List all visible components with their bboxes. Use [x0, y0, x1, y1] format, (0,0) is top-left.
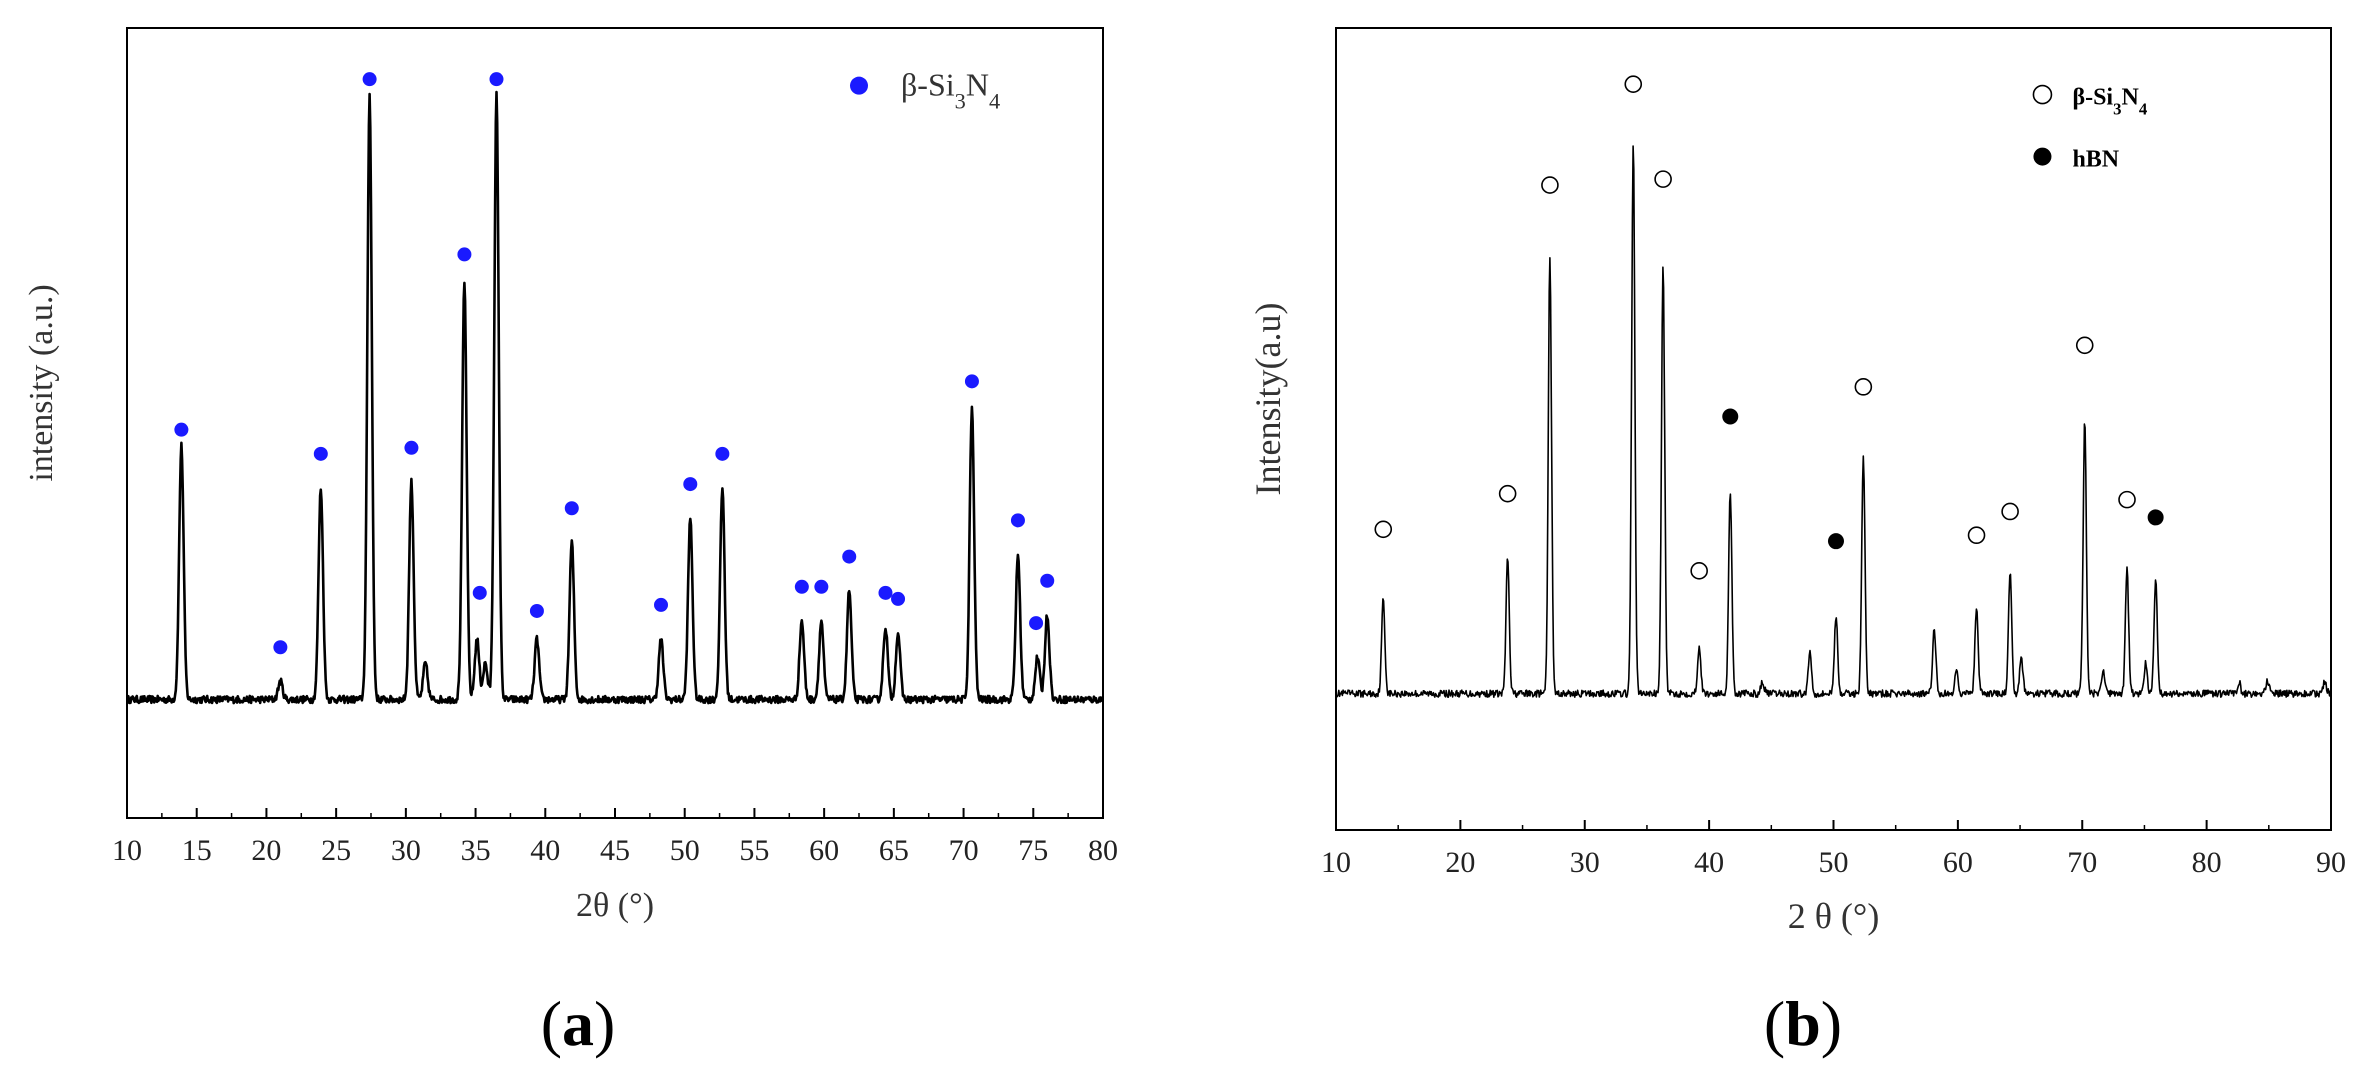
open-circle-marker — [1967, 526, 1986, 545]
filled-circle-marker — [1827, 533, 1844, 550]
legend: β-Si3N4 — [850, 67, 1000, 114]
filled-circle-marker — [564, 501, 579, 516]
phase-markers — [174, 72, 1055, 655]
filled-circle-marker — [1722, 408, 1739, 425]
x-tick-label: 10 — [112, 834, 142, 867]
legend-label: β-Si3N4 — [2072, 85, 2147, 119]
legend-open-circle-icon — [2032, 84, 2053, 105]
x-tick-label: 50 — [670, 834, 700, 867]
phase-markers — [1374, 75, 2164, 580]
open-circle-marker — [1498, 484, 1517, 503]
x-tick-label: 60 — [1943, 846, 1973, 879]
x-tick-label: 70 — [949, 834, 979, 867]
open-circle-marker — [2075, 336, 2094, 355]
filled-circle-marker — [174, 422, 189, 437]
x-tick-label: 40 — [530, 834, 560, 867]
filled-circle-marker — [1010, 513, 1025, 528]
filled-circle-marker — [964, 374, 979, 389]
open-circle-marker — [1624, 75, 1643, 93]
x-tick-label: 75 — [1018, 834, 1048, 867]
x-tick-label: 60 — [809, 834, 839, 867]
filled-circle-marker — [472, 585, 487, 600]
filled-circle-marker — [273, 640, 288, 655]
x-tick-label: 25 — [321, 834, 351, 867]
filled-circle-marker — [313, 446, 328, 461]
open-circle-marker — [1854, 378, 1873, 396]
legend-label: hBN — [2072, 147, 2119, 173]
filled-circle-marker — [362, 72, 377, 87]
x-tick-label: 15 — [182, 834, 212, 867]
x-tick-label: 45 — [600, 834, 630, 867]
filled-circle-marker — [891, 591, 906, 606]
filled-circle-marker — [715, 446, 730, 461]
xrd-pattern-line — [1336, 145, 2331, 699]
legend-filled-circle-icon — [850, 76, 868, 95]
panel-a-chart: 10 15 20 25 30 35 40 45 50 55 60 65 70 75 80 2θ (°) inte… — [23, 27, 1118, 1059]
xrd-pattern-line — [127, 90, 1103, 705]
filled-circle-marker — [878, 585, 893, 600]
x-tick-label: 40 — [1694, 846, 1724, 879]
legend-label: β-Si3N4 — [901, 67, 1000, 114]
filled-circle-marker — [654, 597, 669, 612]
x-tick-label: 20 — [251, 834, 281, 867]
open-circle-marker — [2118, 490, 2136, 509]
x-tick-label: 20 — [1445, 846, 1475, 879]
panel-b-chart: 10 20 30 40 50 60 70 80 90 2 θ (°) Intensity(a.u) β… — [1248, 27, 2346, 1059]
x-axis-title: 2θ (°) — [576, 887, 654, 924]
filled-circle-marker — [842, 549, 857, 564]
open-circle-marker — [1690, 562, 1708, 580]
x-tick-label: 80 — [2192, 846, 2222, 879]
x-tick-label: 35 — [461, 834, 491, 867]
x-tick-label: 70 — [2067, 846, 2097, 879]
y-axis-title: Intensity(a.u) — [1248, 303, 1288, 496]
filled-circle-marker — [814, 579, 829, 594]
filled-circle-marker — [489, 72, 504, 87]
filled-circle-marker — [404, 440, 419, 455]
filled-circle-marker — [457, 247, 472, 262]
x-axis-title: 2 θ (°) — [1788, 896, 1880, 936]
filled-circle-marker — [2147, 509, 2164, 526]
x-tick-label: 90 — [2316, 846, 2346, 879]
filled-circle-marker — [1040, 573, 1055, 588]
open-circle-marker — [2001, 502, 2019, 521]
x-tick-label: 55 — [739, 834, 769, 867]
x-tick-label: 65 — [879, 834, 909, 867]
x-tick-label: 80 — [1088, 834, 1118, 867]
y-axis-title: intensity (a.u.) — [23, 284, 60, 481]
x-tick-label: 50 — [1819, 846, 1849, 879]
panel-label: (b) — [1764, 988, 1842, 1059]
filled-circle-marker — [794, 579, 809, 594]
open-circle-marker — [1541, 176, 1559, 194]
x-tick-label: 10 — [1321, 846, 1351, 879]
filled-circle-marker — [529, 603, 544, 618]
filled-circle-marker — [683, 477, 698, 492]
x-tick-label: 30 — [1570, 846, 1600, 879]
plot-frame — [1335, 27, 2332, 831]
legend: β-Si3N4 hBN — [2032, 84, 2148, 173]
x-axis: 10 15 20 25 30 35 40 45 50 55 60 65 70 75 80 — [112, 808, 1118, 867]
filled-circle-marker — [1029, 616, 1044, 631]
open-circle-marker — [1654, 170, 1672, 188]
open-circle-marker — [1374, 520, 1393, 539]
panel-label: (a) — [541, 988, 616, 1059]
x-axis: 10 20 30 40 50 60 70 80 90 — [1321, 820, 2346, 879]
legend-filled-circle-icon — [2033, 147, 2052, 166]
x-tick-label: 30 — [391, 834, 421, 867]
